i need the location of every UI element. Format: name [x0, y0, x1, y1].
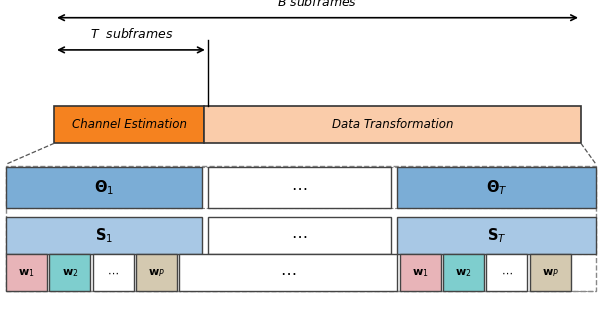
Bar [208, 217, 391, 254]
Bar [530, 254, 571, 291]
Text: Data Transformation: Data Transformation [332, 118, 453, 131]
Text: $\mathbf{w}_P$: $\mathbf{w}_P$ [148, 267, 165, 279]
Text: $\mathbf{S}_T$: $\mathbf{S}_T$ [487, 226, 506, 245]
Text: $\mathbf{w}_2$: $\mathbf{w}_2$ [61, 267, 78, 279]
Bar [443, 254, 484, 291]
Text: $T$  subframes: $T$ subframes [90, 27, 173, 41]
Bar [208, 167, 391, 208]
Text: $\mathbf{\Theta}_1$: $\mathbf{\Theta}_1$ [94, 178, 114, 197]
Text: $B$ subframes: $B$ subframes [277, 0, 358, 9]
Bar [93, 254, 134, 291]
Text: $\mathbf{\Theta}_T$: $\mathbf{\Theta}_T$ [486, 178, 507, 197]
Text: Channel Estimation: Channel Estimation [72, 118, 187, 131]
Bar [6, 167, 202, 208]
Text: $\mathbf{w}_1$: $\mathbf{w}_1$ [18, 267, 35, 279]
Bar [204, 106, 581, 143]
Bar [486, 254, 527, 291]
Bar [136, 254, 177, 291]
Bar [54, 106, 204, 143]
Bar [6, 166, 596, 291]
Text: $\cdots$: $\cdots$ [291, 228, 308, 243]
Bar [397, 217, 596, 254]
Text: $\cdots$: $\cdots$ [107, 268, 119, 278]
Bar [179, 254, 397, 291]
Text: $\mathbf{w}_P$: $\mathbf{w}_P$ [542, 267, 559, 279]
Bar [6, 254, 47, 291]
Text: $\mathbf{S}_1$: $\mathbf{S}_1$ [95, 226, 113, 245]
Text: $\cdots$: $\cdots$ [501, 268, 513, 278]
Text: $\cdots$: $\cdots$ [281, 265, 296, 280]
Bar [6, 217, 202, 254]
Text: $\mathbf{w}_2$: $\mathbf{w}_2$ [455, 267, 472, 279]
Bar [400, 254, 441, 291]
Text: $\mathbf{w}_1$: $\mathbf{w}_1$ [412, 267, 429, 279]
Bar [397, 167, 596, 208]
Bar [49, 254, 90, 291]
Text: $\cdots$: $\cdots$ [291, 180, 308, 195]
